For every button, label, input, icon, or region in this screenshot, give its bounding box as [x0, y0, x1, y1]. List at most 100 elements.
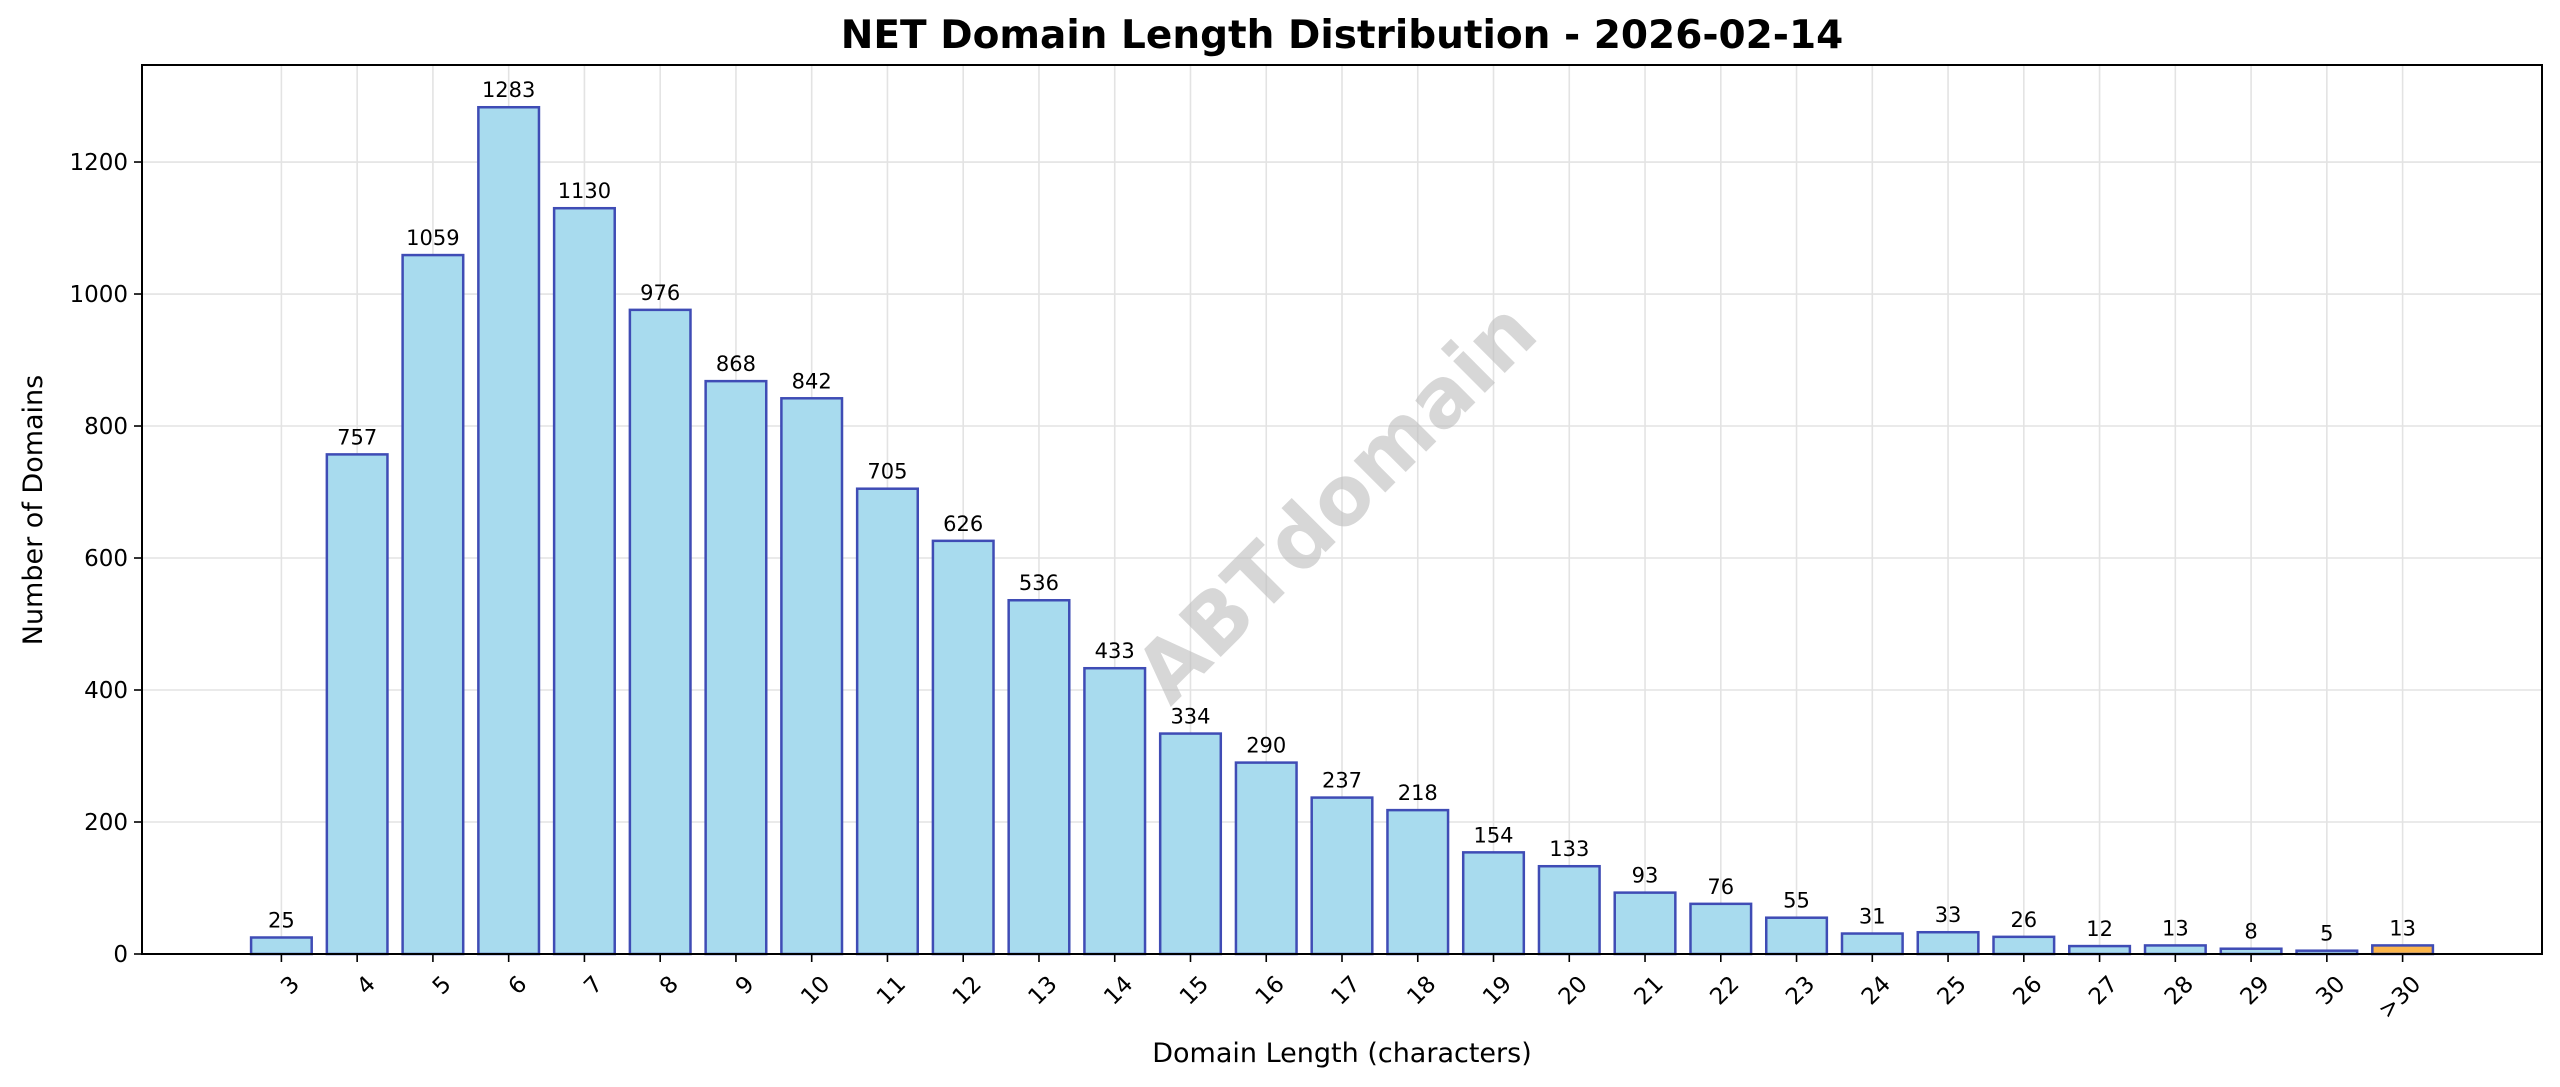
- bar-18: [1386, 808, 1450, 956]
- y-axis-label: Number of Domains: [18, 375, 49, 646]
- x-tick-label: 16: [1251, 971, 1290, 1010]
- x-tick-label: 17: [1327, 971, 1366, 1010]
- bar-value-label: 13: [2162, 916, 2189, 940]
- x-tick-label: 13: [1024, 971, 1063, 1010]
- bar-24: [1840, 932, 1904, 956]
- x-tick-label: 28: [2160, 971, 2199, 1010]
- x-axis-label: Domain Length (characters): [1152, 1038, 1532, 1069]
- x-tick-label: 5: [428, 971, 457, 1000]
- y-tick-label: 0: [113, 942, 128, 968]
- bar-value-label: 842: [792, 369, 832, 393]
- bar-value-label: 76: [1707, 875, 1734, 899]
- bar-12: [931, 539, 995, 956]
- x-tick-label: 10: [796, 971, 835, 1010]
- y-tick-label: 800: [84, 414, 128, 440]
- bar-value-label: 705: [867, 460, 907, 484]
- bar-16: [1234, 761, 1298, 956]
- bar-value-label: 1130: [558, 179, 611, 203]
- bar-27: [2068, 944, 2132, 956]
- bar-value-label: 976: [640, 281, 680, 305]
- x-tick-label: 11: [872, 971, 911, 1010]
- x-tick-label: 7: [579, 971, 608, 1000]
- x-axis: 3 4 5 6 7 8 9 10 11 12 13 14 15 16 17 18 19 20 21 22 23 24 25 2…: [276, 954, 2426, 1024]
- x-tick-label: 9: [731, 971, 760, 1000]
- y-tick-label: 1000: [69, 282, 128, 308]
- bar-15: [1158, 732, 1223, 956]
- bar-value-label: 13: [2389, 916, 2416, 940]
- bar-value-label: 433: [1095, 639, 1135, 663]
- bar-value-label: 55: [1783, 889, 1810, 913]
- bar-10: [780, 397, 844, 956]
- bar-value-label: 5: [2320, 922, 2333, 946]
- bar-28: [2143, 944, 2207, 956]
- x-tick-label: 19: [1478, 971, 1517, 1010]
- bar-value-label: 868: [716, 352, 756, 376]
- watermark: ABTdomain: [1118, 284, 1556, 722]
- bar-25: [1916, 930, 1980, 956]
- y-tick-label: 200: [84, 810, 128, 836]
- bar-11: [855, 487, 920, 956]
- bar-3: [249, 936, 313, 956]
- bar-value-label: 1059: [406, 226, 459, 250]
- bar-19: [1461, 851, 1526, 956]
- x-tick-label: 27: [2084, 971, 2123, 1010]
- bar-value-label: 133: [1549, 837, 1589, 861]
- bar-value-label: 626: [943, 512, 983, 536]
- bar-4: [325, 453, 389, 956]
- bar-14: [1083, 666, 1147, 956]
- bar-value-label: 26: [2010, 908, 2037, 932]
- x-tick-label: 29: [2236, 971, 2275, 1010]
- x-tick-label: 25: [1933, 971, 1972, 1010]
- bar-value-label: 25: [268, 909, 295, 933]
- bar-5: [401, 253, 465, 956]
- x-tick-label: 6: [504, 971, 533, 1000]
- bar-9: [704, 379, 768, 956]
- bar-value-label: 290: [1246, 734, 1286, 758]
- bar-17: [1310, 796, 1374, 956]
- bar-13: [1007, 598, 1071, 956]
- bar-value-label: 12: [2086, 917, 2113, 941]
- bar-23: [1764, 916, 1829, 956]
- x-tick-label: 4: [352, 971, 381, 1000]
- bar->30: [2371, 944, 2435, 956]
- y-tick-label: 400: [84, 678, 128, 704]
- y-tick-label: 600: [84, 546, 128, 572]
- bar-value-label: 31: [1859, 905, 1886, 929]
- bar-6: [477, 105, 541, 956]
- bar-26: [1992, 935, 2056, 956]
- bar-value-label: 93: [1632, 864, 1659, 888]
- x-tick-label: 24: [1857, 971, 1896, 1010]
- x-tick-label: 15: [1175, 971, 1214, 1010]
- bar-21: [1613, 891, 1677, 956]
- bar-value-label: 334: [1170, 705, 1210, 729]
- bar-7: [552, 206, 616, 956]
- bar-value-label: 218: [1398, 781, 1438, 805]
- bar-labels: 25 757 1059 1283 1130 976 868 842 705 626 536 433 33…: [268, 78, 2416, 945]
- x-tick-label: 8: [655, 971, 684, 1000]
- x-tick-label: 14: [1099, 971, 1138, 1010]
- x-tick-label: 22: [1705, 971, 1744, 1010]
- x-tick-label: 12: [948, 971, 987, 1010]
- x-tick-label: 21: [1630, 971, 1669, 1010]
- chart-title: NET Domain Length Distribution - 2026-02…: [841, 13, 1844, 58]
- x-tick-label: 18: [1402, 971, 1441, 1010]
- y-axis: 0 200 400 600 800 1000 1200: [69, 150, 142, 968]
- bar-20: [1537, 864, 1601, 956]
- bar-22: [1689, 902, 1753, 956]
- x-tick-label: 30: [2311, 971, 2350, 1010]
- bar-value-label: 237: [1322, 769, 1362, 793]
- x-tick-label: 23: [1781, 971, 1820, 1010]
- x-tick-label: 26: [2008, 971, 2047, 1010]
- x-tick-label: 20: [1554, 971, 1593, 1010]
- bar-value-label: 33: [1935, 903, 1962, 927]
- x-tick-label: >30: [2374, 971, 2427, 1024]
- bar-8: [628, 308, 692, 956]
- y-tick-label: 1200: [69, 150, 128, 176]
- bar-value-label: 536: [1019, 571, 1059, 595]
- bar-value-label: 1283: [482, 78, 535, 102]
- bar-value-label: 154: [1473, 823, 1513, 847]
- bar-value-label: 757: [337, 425, 377, 449]
- bar-value-label: 8: [2244, 920, 2257, 944]
- x-tick-label: 3: [276, 971, 305, 1000]
